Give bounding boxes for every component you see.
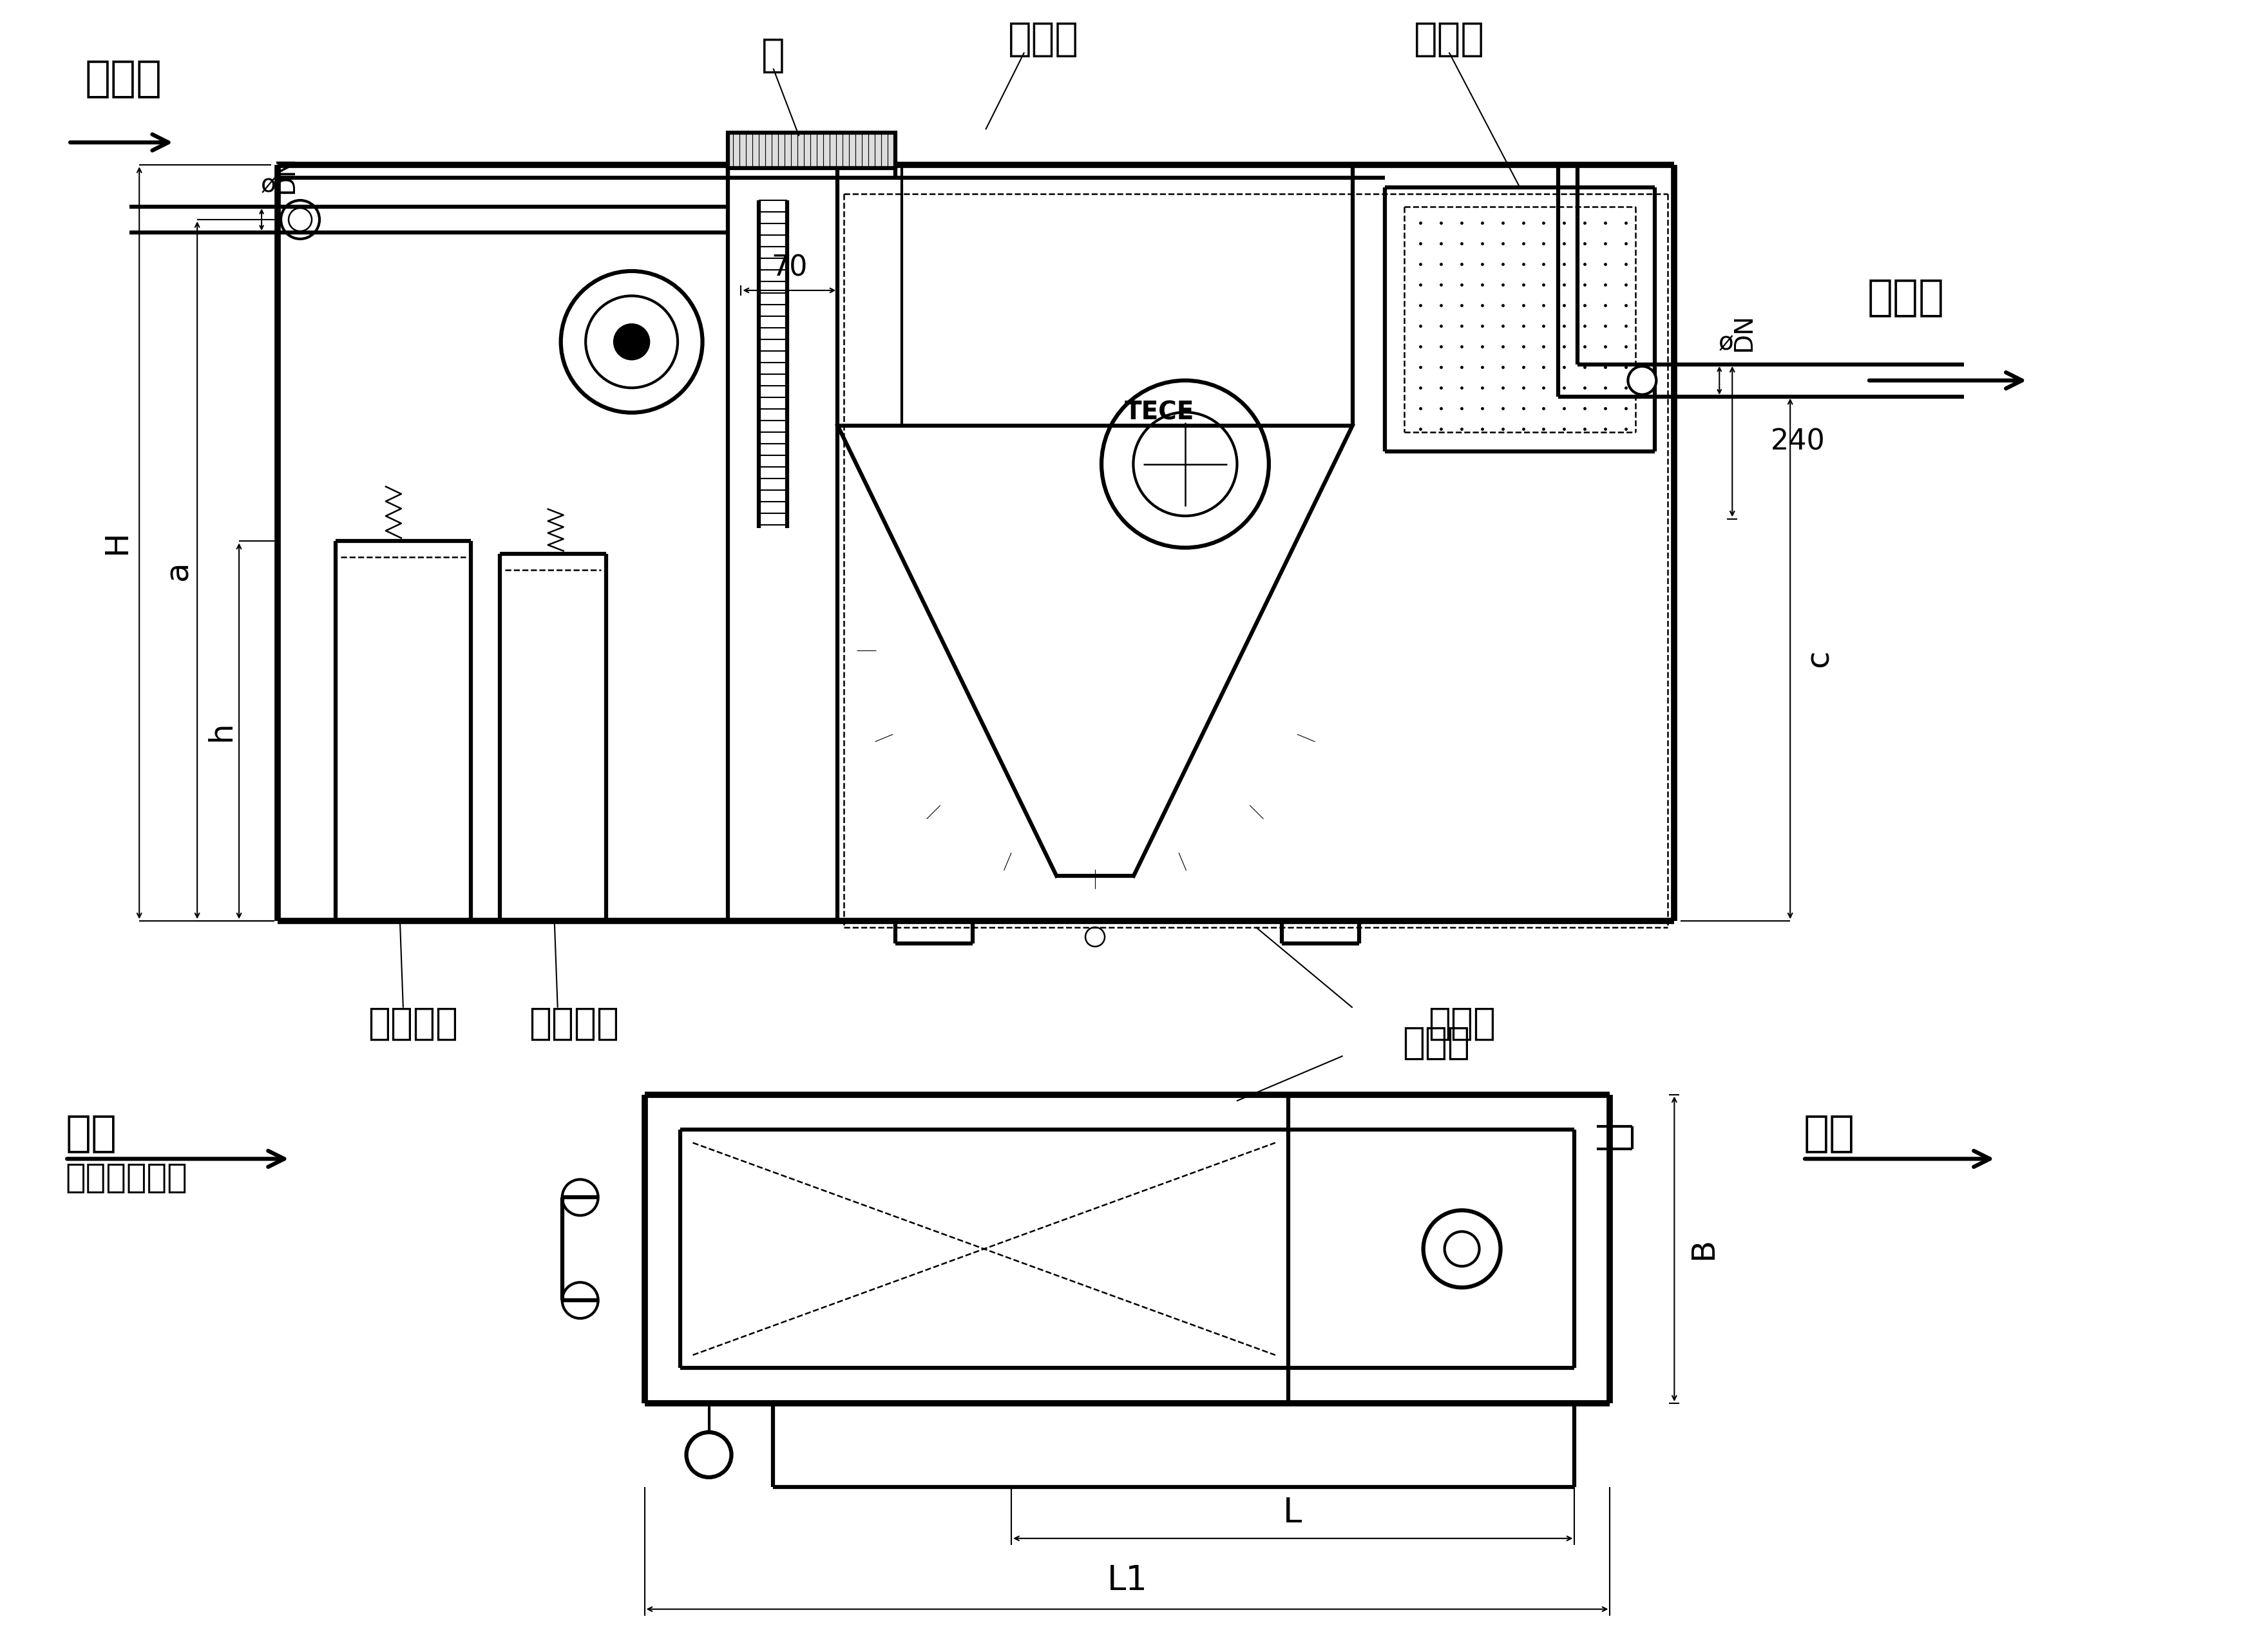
Text: 控制笱: 控制笱 xyxy=(1413,20,1486,58)
Text: 入水口: 入水口 xyxy=(84,56,161,99)
Text: 入水方向向右: 入水方向向右 xyxy=(66,1162,188,1195)
Text: 油脂收集: 油脂收集 xyxy=(367,1005,458,1042)
Circle shape xyxy=(1628,366,1656,394)
Text: 通气管: 通气管 xyxy=(1429,1005,1495,1042)
Text: DN: DN xyxy=(1730,313,1755,351)
Text: 盖: 盖 xyxy=(762,36,785,74)
Text: B: B xyxy=(1687,1238,1719,1261)
Text: ø: ø xyxy=(1719,330,1733,354)
Circle shape xyxy=(615,325,649,359)
Text: a: a xyxy=(163,560,193,580)
Text: 观察窗: 观察窗 xyxy=(1009,20,1080,58)
Text: h: h xyxy=(206,720,236,742)
Text: DN: DN xyxy=(274,157,299,194)
Text: H: H xyxy=(102,531,132,555)
Text: 通气管: 通气管 xyxy=(1402,1025,1470,1061)
Text: 出水口: 出水口 xyxy=(1867,275,1944,318)
Text: L1: L1 xyxy=(1107,1564,1148,1597)
Text: TECE: TECE xyxy=(1125,400,1195,425)
Bar xyxy=(728,133,896,168)
Text: c: c xyxy=(1803,649,1835,667)
Text: 240: 240 xyxy=(1771,428,1826,455)
Text: 入水: 入水 xyxy=(66,1112,116,1154)
Text: 出水: 出水 xyxy=(1803,1112,1855,1154)
Text: ø: ø xyxy=(261,173,277,198)
Text: 70: 70 xyxy=(771,254,807,282)
Text: 废渣收集: 废渣收集 xyxy=(528,1005,619,1042)
Text: L: L xyxy=(1284,1496,1302,1529)
